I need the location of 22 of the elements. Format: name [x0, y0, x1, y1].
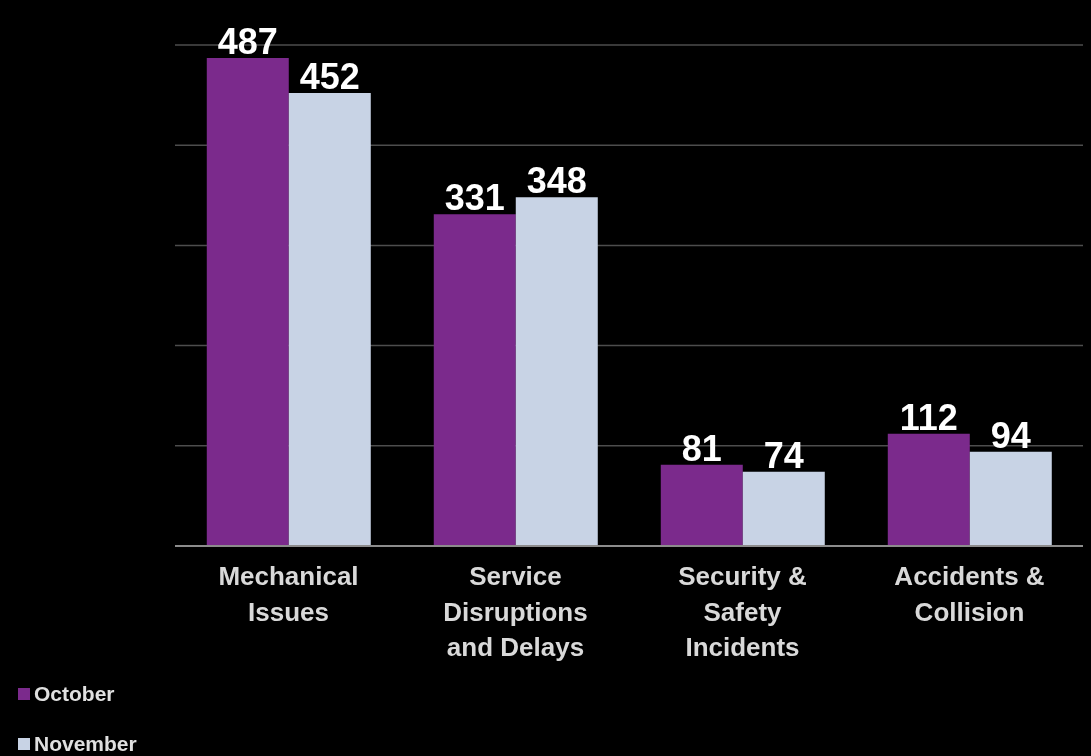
- x-tick-label: Accidents & Collision: [894, 561, 1045, 627]
- data-label: 74: [763, 434, 804, 476]
- data-label: 94: [990, 414, 1031, 456]
- data-label: 331: [444, 177, 505, 219]
- bar: [969, 451, 1052, 546]
- data-label: 112: [899, 396, 958, 438]
- bar: [206, 58, 289, 546]
- bar: [433, 214, 516, 546]
- data-label: 452: [299, 56, 360, 98]
- legend-label: November: [34, 732, 137, 756]
- data-label: 487: [217, 21, 278, 63]
- bar: [660, 464, 743, 546]
- bar: [288, 93, 371, 546]
- data-label: 81: [681, 427, 722, 469]
- bar: [515, 197, 598, 546]
- bar: [887, 433, 970, 546]
- x-tick-label: Service Disruptions and Delays: [443, 561, 588, 662]
- legend-label: October: [34, 682, 115, 706]
- x-tick-label: Security & Safety Incidents: [678, 561, 807, 662]
- data-label: 348: [526, 160, 587, 202]
- x-tick-label: Mechanical Issues: [218, 561, 359, 627]
- bar: [742, 471, 825, 546]
